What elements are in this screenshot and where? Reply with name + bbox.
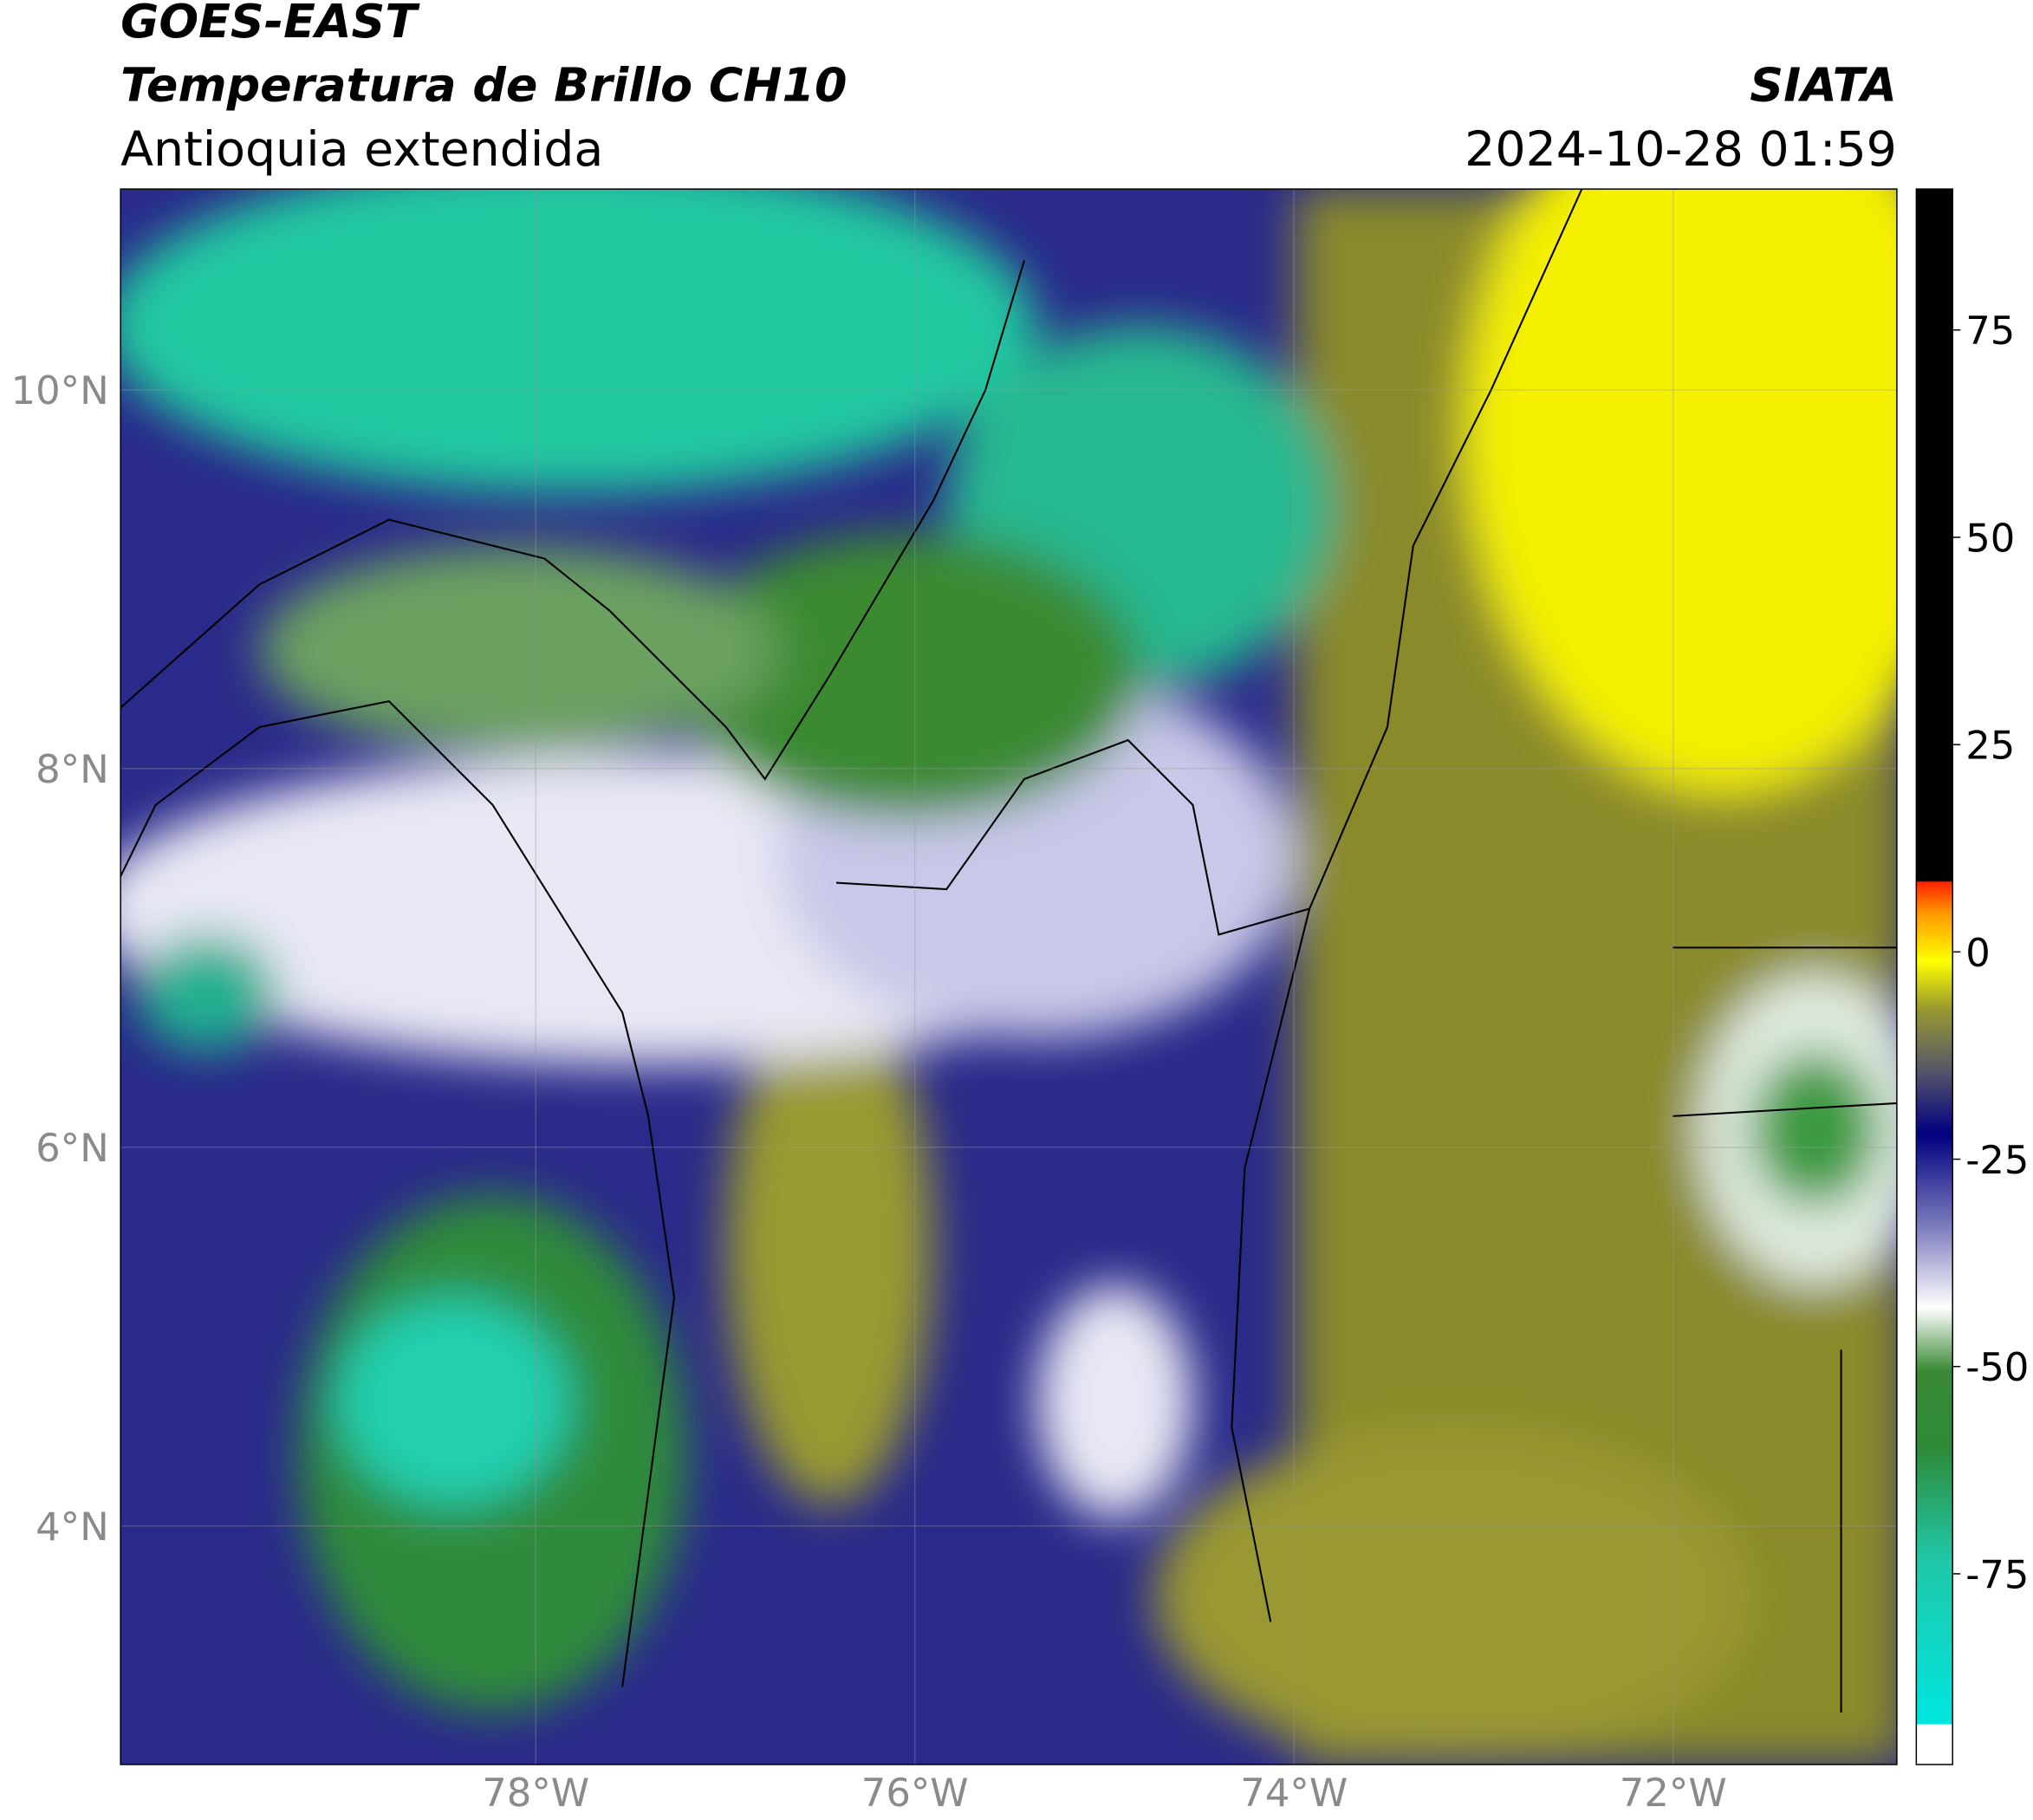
y-tick-label: 8°N — [36, 746, 109, 792]
x-tick-label: 72°W — [1620, 1770, 1727, 1816]
colorbar-tick-label: 50 — [1965, 515, 2015, 561]
x-tick-label: 76°W — [861, 1770, 969, 1816]
colorbar-tick-label: 75 — [1965, 308, 2015, 354]
source: SIATA — [1750, 57, 1897, 112]
colorbar — [1915, 188, 1953, 1765]
colorbar-tick-label: 25 — [1965, 723, 2015, 769]
x-tick-label: 78°W — [482, 1770, 589, 1816]
subtitle: Temperatura de Brillo CH10 — [120, 57, 847, 112]
timestamp: 2024-10-28 01:59 — [1465, 122, 1897, 178]
colorbar-tick-label: -50 — [1965, 1344, 2029, 1390]
y-tick-label: 10°N — [11, 367, 109, 413]
map-frame — [120, 188, 1898, 1765]
y-tick-label: 6°N — [36, 1125, 109, 1171]
x-tick-label: 74°W — [1240, 1770, 1348, 1816]
colorbar-tick-label: 0 — [1965, 930, 1991, 976]
colorbar-tick-label: -75 — [1965, 1551, 2029, 1597]
title: GOES-EAST — [120, 0, 420, 49]
colorbar-tick-label: -25 — [1965, 1137, 2029, 1183]
graticule — [120, 189, 1897, 1765]
y-tick-label: 4°N — [36, 1504, 109, 1550]
satellite-image — [120, 189, 1897, 1765]
region: Antioquia extendida — [120, 122, 603, 178]
